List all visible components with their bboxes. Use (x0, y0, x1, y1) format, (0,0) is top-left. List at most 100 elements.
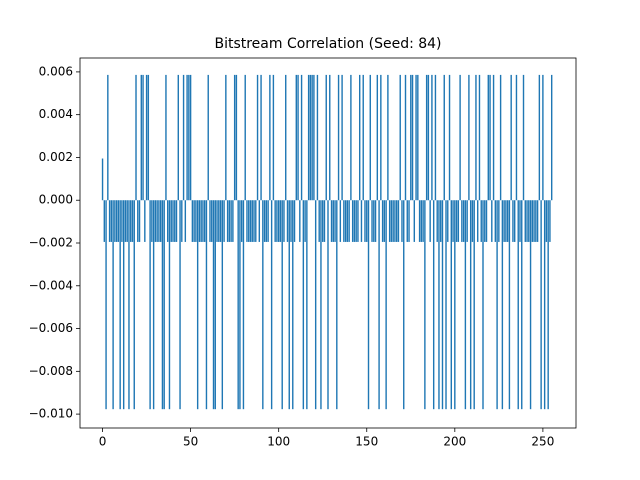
bar (376, 74, 379, 201)
bar (304, 200, 306, 242)
bar (114, 200, 116, 242)
bar (202, 200, 204, 242)
x-tick-label: 50 (183, 435, 198, 449)
bar (528, 200, 530, 242)
bar (140, 74, 142, 201)
bar (341, 74, 343, 201)
bar (277, 200, 280, 242)
bar (117, 200, 120, 242)
bar (142, 74, 144, 201)
bar (373, 200, 375, 242)
bar (448, 74, 451, 201)
bar (529, 200, 532, 410)
bar (355, 200, 357, 242)
bar (267, 200, 269, 242)
bar (163, 200, 165, 410)
bar (288, 200, 290, 410)
bar (137, 200, 139, 242)
bar (475, 74, 477, 201)
bar (184, 200, 187, 242)
bar (232, 200, 234, 242)
bar (196, 200, 199, 410)
bar (233, 74, 236, 201)
bar (521, 200, 523, 410)
bar (293, 200, 296, 242)
bar (216, 200, 218, 242)
bar (494, 200, 497, 242)
bar (181, 200, 183, 242)
bar (526, 200, 528, 242)
bar (535, 200, 537, 242)
bar (547, 200, 549, 410)
bar (417, 74, 419, 201)
bar (480, 200, 482, 242)
bar (135, 74, 137, 201)
bar (462, 200, 465, 242)
bar (505, 200, 507, 242)
bar (441, 200, 444, 410)
bar (499, 74, 502, 201)
bar (145, 74, 148, 201)
bar (269, 74, 271, 201)
plot-frame (79, 57, 577, 429)
bar (492, 74, 495, 201)
bar (158, 200, 160, 242)
bar (297, 74, 299, 201)
x-tick-label: 200 (443, 435, 466, 449)
bar (445, 200, 447, 410)
bar (487, 74, 489, 201)
bar (406, 200, 408, 242)
bar (471, 200, 474, 242)
bar (161, 200, 164, 410)
bar (133, 200, 135, 410)
bar (434, 74, 437, 201)
bar (464, 200, 467, 410)
bar (395, 200, 398, 242)
bar (367, 200, 370, 410)
bar (221, 200, 224, 410)
bar (422, 200, 424, 242)
bar (411, 74, 414, 201)
bar (515, 74, 518, 201)
y-tick-label: 0.004 (39, 107, 73, 121)
bar (540, 200, 542, 410)
bar (432, 200, 435, 410)
bar (346, 200, 349, 242)
bar (283, 200, 285, 242)
x-tick-label: 250 (531, 435, 554, 449)
bar (531, 200, 534, 242)
bar (193, 200, 195, 242)
bar (399, 74, 401, 201)
bar (404, 74, 407, 201)
bar (204, 200, 206, 242)
bar (309, 74, 312, 201)
bar (360, 200, 363, 242)
bar (320, 200, 322, 410)
bar (506, 200, 509, 242)
bar (248, 200, 250, 242)
bar (274, 200, 276, 242)
bar (290, 200, 292, 242)
bar (343, 200, 345, 242)
bar (415, 74, 417, 201)
bar (353, 200, 356, 242)
bar (311, 74, 313, 201)
bar (281, 200, 283, 410)
bar (172, 200, 174, 242)
bar (323, 200, 326, 242)
y-tick-label: 0.006 (39, 64, 73, 78)
bar (105, 200, 107, 410)
bar (314, 200, 317, 410)
bar (174, 200, 176, 242)
bar (170, 200, 172, 242)
y-tick-label: −0.010 (29, 407, 73, 421)
bar (211, 200, 213, 242)
bar (538, 74, 541, 201)
bar (519, 200, 521, 242)
bar (195, 200, 197, 242)
bar (408, 200, 410, 242)
bar (286, 200, 289, 242)
bar (508, 200, 511, 410)
bar (108, 200, 111, 242)
